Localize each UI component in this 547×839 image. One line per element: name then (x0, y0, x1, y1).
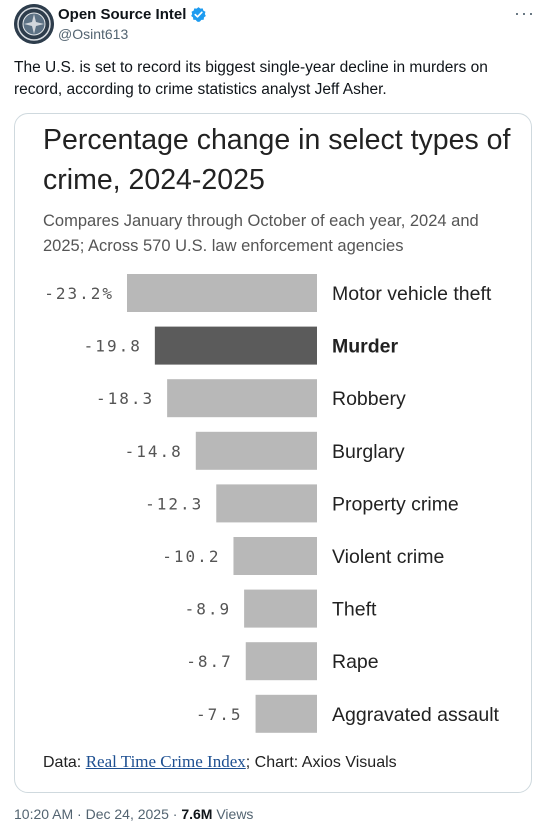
author-handle[interactable]: @Osint613 (58, 26, 129, 42)
category-label-aggravated-assault: Aggravated assault (332, 704, 500, 726)
post-meta: 10:20 AM · Dec 24, 2025 · 7.6M Views (14, 806, 253, 822)
avatar[interactable] (14, 4, 54, 44)
category-label-motor-vehicle-theft: Motor vehicle theft (332, 283, 492, 305)
verified-badge-icon[interactable] (190, 6, 207, 23)
views-label: Views (212, 806, 254, 822)
chart-source: Data: Real Time Crime Index; Chart: Axio… (43, 752, 397, 772)
bar-burglary (195, 431, 317, 470)
chart-card[interactable]: Percentage change in select types of cri… (14, 113, 532, 793)
source-prefix: Data: (43, 754, 86, 771)
bar-motor-vehicle-theft (127, 274, 317, 312)
category-label-violent-crime: Violent crime (332, 546, 444, 568)
bar-robbery (167, 379, 317, 418)
post-timestamp[interactable]: 10:20 AM · Dec 24, 2025 · (14, 806, 182, 822)
display-name[interactable]: Open Source Intel (58, 6, 187, 23)
more-options-icon[interactable]: ··· (514, 3, 535, 23)
author-name-row: Open Source Intel (58, 6, 207, 23)
bar-violent-crime (233, 537, 317, 575)
value-label-theft: -8.9 (185, 600, 232, 619)
bar-rape (245, 642, 317, 681)
avatar-seal-image (14, 4, 54, 44)
bar-murder (154, 326, 317, 365)
value-label-burglary: -14.8 (125, 442, 183, 461)
source-suffix: ; Chart: Axios Visuals (245, 754, 397, 771)
bar-theft (244, 589, 317, 628)
views-count: 7.6M (181, 806, 213, 822)
category-label-burglary: Burglary (332, 441, 405, 463)
category-label-murder: Murder (332, 336, 399, 358)
post-text: The U.S. is set to record its biggest si… (14, 59, 488, 98)
bar-chart: -23.2% Motor vehicle theft -19.8 Murder -18.… (44, 274, 500, 733)
bar-aggravated-assault (255, 694, 317, 733)
value-label-robbery: -18.3 (96, 389, 154, 408)
category-label-theft: Theft (332, 599, 377, 621)
chart-subtitle: Compares January through October of each… (43, 212, 479, 255)
category-label-robbery: Robbery (332, 388, 406, 410)
chart-title: Percentage change in select types of cri… (43, 124, 511, 196)
category-label-rape: Rape (332, 651, 379, 673)
value-label-violent-crime: -10.2 (162, 547, 220, 566)
bar-property-crime (216, 484, 317, 523)
value-label-motor-vehicle-theft: -23.2% (44, 284, 114, 303)
value-label-rape: -8.7 (186, 652, 233, 671)
source-link[interactable]: Real Time Crime Index (85, 752, 246, 771)
value-label-property-crime: -12.3 (145, 494, 203, 513)
value-label-aggravated-assault: -7.5 (196, 705, 243, 724)
value-label-murder: -19.8 (84, 337, 142, 356)
category-label-property-crime: Property crime (332, 493, 459, 515)
